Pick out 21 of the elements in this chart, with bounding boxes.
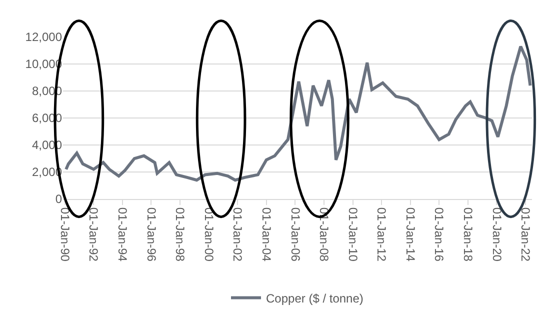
x-tick-label: 01-Jan-04 [259, 207, 274, 262]
line-series [64, 44, 532, 182]
x-tick-label: 01-Jan-10 [346, 207, 360, 262]
x-tick-label: 01-Jan-06 [288, 207, 302, 262]
legend-label: Copper ($ / tonne) [266, 291, 364, 306]
x-tick-label: 01-Jan-98 [173, 207, 188, 262]
x-tick-label: 01-Jan-90 [58, 207, 72, 262]
x-tick-label: 01-Jan-16 [432, 207, 446, 262]
x-tick-label: 01-Jan-12 [374, 207, 389, 262]
x-tick-label: 01-Jan-22 [518, 207, 533, 262]
x-tick-label: 01-Jan-18 [461, 207, 476, 262]
x-tick-label: 01-Jan-00 [202, 207, 216, 262]
y-tick-label: 12,000 [25, 30, 62, 44]
x-tick-label: 01-Jan-08 [317, 207, 332, 262]
y-tick-label: 0 [55, 192, 62, 206]
x-tick-label: 01-Jan-94 [116, 207, 130, 262]
x-tick-label: 01-Jan-14 [403, 207, 418, 262]
x-tick-label: 01-Jan-20 [490, 207, 504, 262]
x-tick-label: 01-Jan-02 [230, 207, 245, 262]
x-tick-label: 01-Jan-92 [86, 207, 101, 262]
x-tick-label: 01-Jan-96 [144, 207, 158, 262]
